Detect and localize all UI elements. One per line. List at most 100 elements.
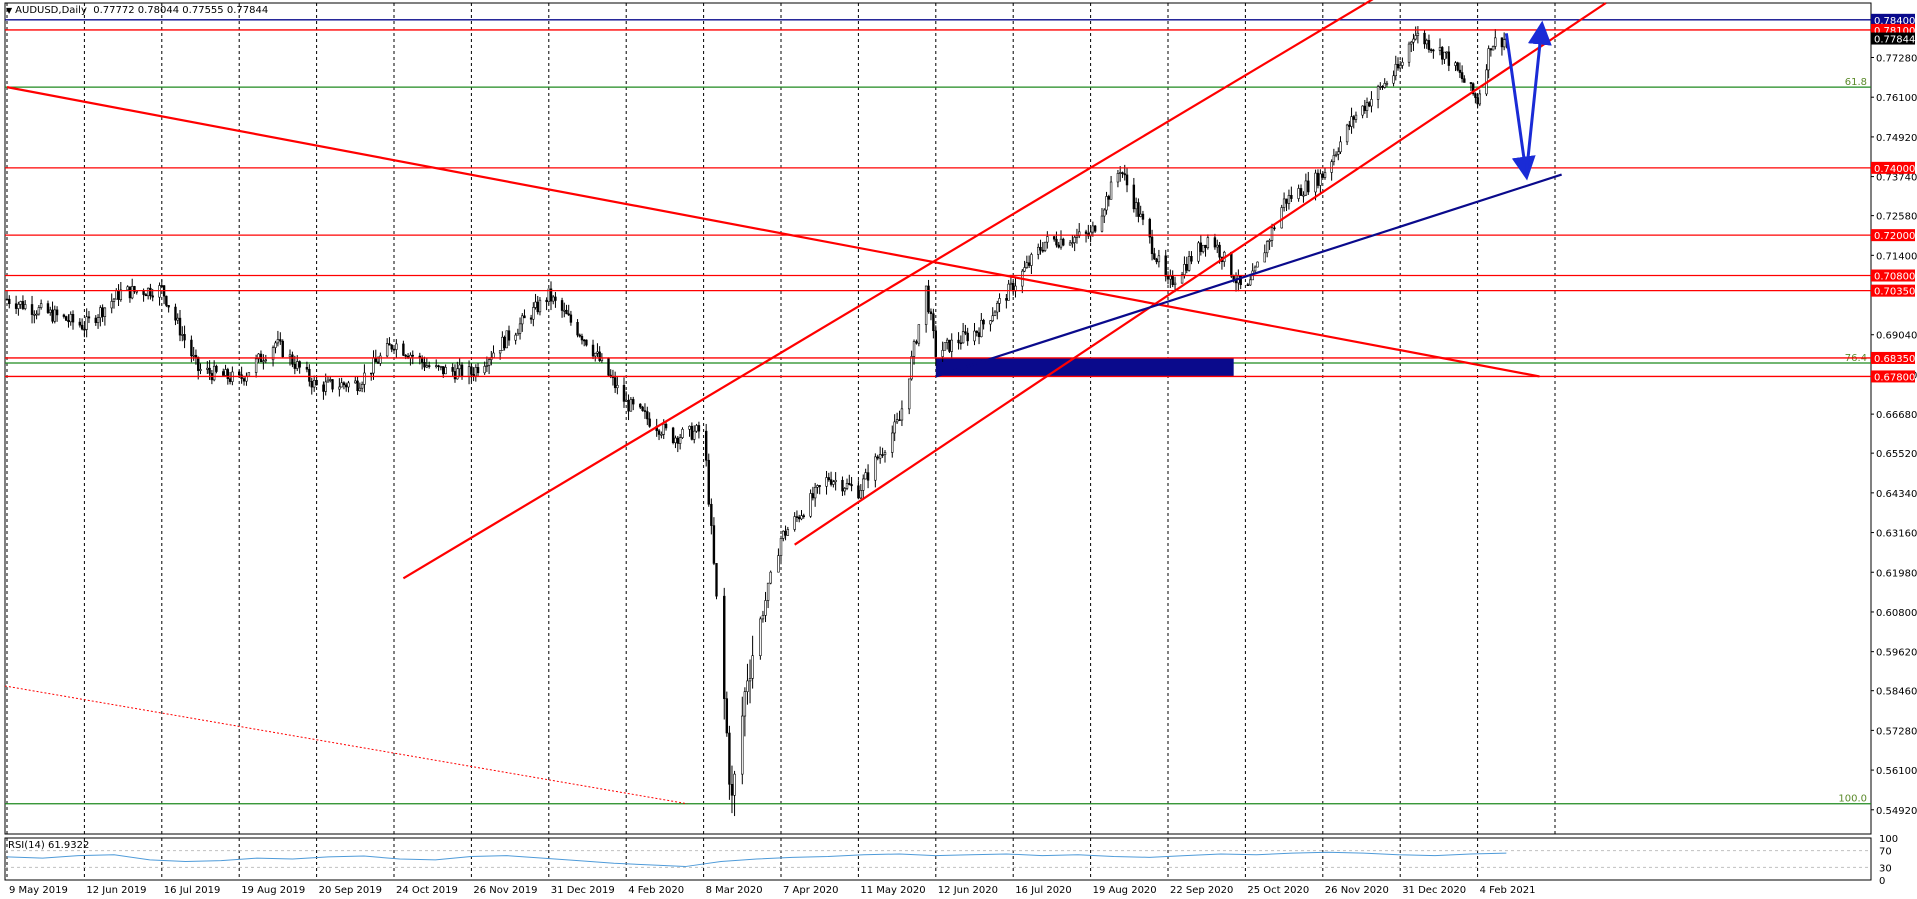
candle-body — [1463, 78, 1466, 83]
candle-body — [560, 300, 564, 311]
candle-body — [697, 425, 701, 432]
projection-arrow-down — [1504, 33, 1536, 181]
candle-body — [178, 317, 182, 336]
triangle-down-icon[interactable]: ▼ — [6, 6, 13, 15]
candle-body — [1185, 264, 1188, 271]
candle-body — [1157, 255, 1161, 263]
candle-body — [305, 366, 309, 370]
candle-body — [1478, 93, 1482, 105]
candle-body — [1103, 209, 1106, 217]
candle-body — [927, 285, 930, 313]
candle-body — [62, 314, 66, 317]
candle-body — [1330, 161, 1333, 173]
candle-body — [451, 367, 454, 372]
candle-body — [411, 354, 414, 357]
candle-body — [959, 342, 963, 345]
candle-body — [298, 361, 301, 368]
candle-body — [46, 303, 50, 313]
candle-body — [514, 334, 517, 341]
candle-body — [1256, 261, 1259, 268]
candle-body — [1469, 82, 1473, 84]
x-tick-label: 16 Jul 2019 — [164, 885, 221, 896]
candle-body — [133, 286, 136, 292]
candle-body — [1460, 72, 1464, 80]
candle-body — [35, 313, 38, 316]
candle-body — [14, 303, 18, 309]
candle-body — [1476, 97, 1479, 105]
candle-body — [126, 286, 129, 291]
candle-body — [30, 304, 34, 315]
x-tick-label: 16 Jul 2020 — [1015, 885, 1072, 896]
candle-body — [580, 335, 584, 341]
candle-body — [591, 344, 595, 357]
candle-body — [115, 290, 118, 300]
candle-body — [991, 315, 994, 322]
candle-body — [769, 571, 772, 584]
candle-body — [891, 432, 894, 453]
candle-body — [467, 366, 471, 377]
level-price-label: 0.68350 — [1874, 354, 1915, 365]
candle-body — [342, 382, 346, 386]
y-tick-label: 0.60800 — [1876, 608, 1917, 619]
candle-body — [532, 307, 535, 320]
candle-body — [900, 408, 904, 421]
candle-body — [160, 285, 163, 287]
candle-body — [859, 490, 863, 499]
candle-body — [131, 286, 134, 299]
candle-body — [723, 595, 726, 699]
trendline — [794, 2, 1607, 546]
candle-body — [1213, 237, 1217, 248]
candle-body — [733, 773, 736, 796]
candle-body — [242, 378, 246, 382]
candle-body — [385, 343, 389, 357]
current-price-label: 0.77844 — [1874, 35, 1915, 46]
candle-body — [518, 323, 522, 334]
x-tick-label: 20 Sep 2019 — [319, 885, 382, 896]
candle-body — [370, 372, 373, 375]
candle-body — [1447, 51, 1451, 66]
candle-body — [1370, 99, 1373, 107]
candle-body — [1134, 202, 1138, 210]
candle-body — [764, 600, 767, 616]
candle-body — [710, 503, 713, 526]
candle-body — [1041, 249, 1044, 252]
candle-body — [743, 691, 747, 717]
x-tick-label: 8 Mar 2020 — [706, 885, 763, 896]
candle-body — [1105, 196, 1108, 211]
candle-body — [257, 353, 260, 360]
candle-body — [1304, 180, 1308, 196]
candle-body — [741, 715, 744, 775]
y-tick-label: 0.63160 — [1876, 529, 1917, 540]
candle-body — [982, 319, 985, 325]
candle-body — [360, 384, 364, 389]
candle-body — [843, 488, 846, 492]
current-price-box — [1871, 32, 1915, 45]
candle-body — [404, 355, 407, 357]
candle-body — [435, 365, 438, 367]
candle-body — [1216, 244, 1219, 248]
candle-body — [1164, 255, 1167, 277]
level-price-box — [1871, 229, 1915, 242]
candle-body — [1396, 63, 1400, 69]
candle-body — [616, 384, 619, 389]
rsi-tick-label: 30 — [1879, 863, 1892, 874]
candle-body — [784, 530, 787, 536]
symbol-label: AUDUSD,Daily — [15, 5, 87, 16]
ohlc-readout: 0.77772 0.78044 0.77555 0.77844 — [93, 5, 269, 16]
candle-body — [487, 359, 491, 366]
candle-body — [850, 484, 853, 487]
candle-body — [427, 365, 431, 367]
candle-body — [1319, 173, 1322, 186]
candle-body — [55, 309, 59, 316]
candle-body — [1253, 266, 1257, 272]
y-tick-label: 0.57280 — [1876, 726, 1917, 737]
plot-frame — [4, 2, 1872, 835]
candle-body — [1379, 86, 1382, 88]
candle-body — [470, 366, 473, 375]
x-tick-label: 31 Dec 2019 — [551, 885, 615, 896]
candle-body — [483, 366, 486, 374]
y-tick-label: 0.65520 — [1876, 449, 1917, 460]
candle-body — [206, 367, 209, 370]
candle-body — [1230, 251, 1233, 277]
